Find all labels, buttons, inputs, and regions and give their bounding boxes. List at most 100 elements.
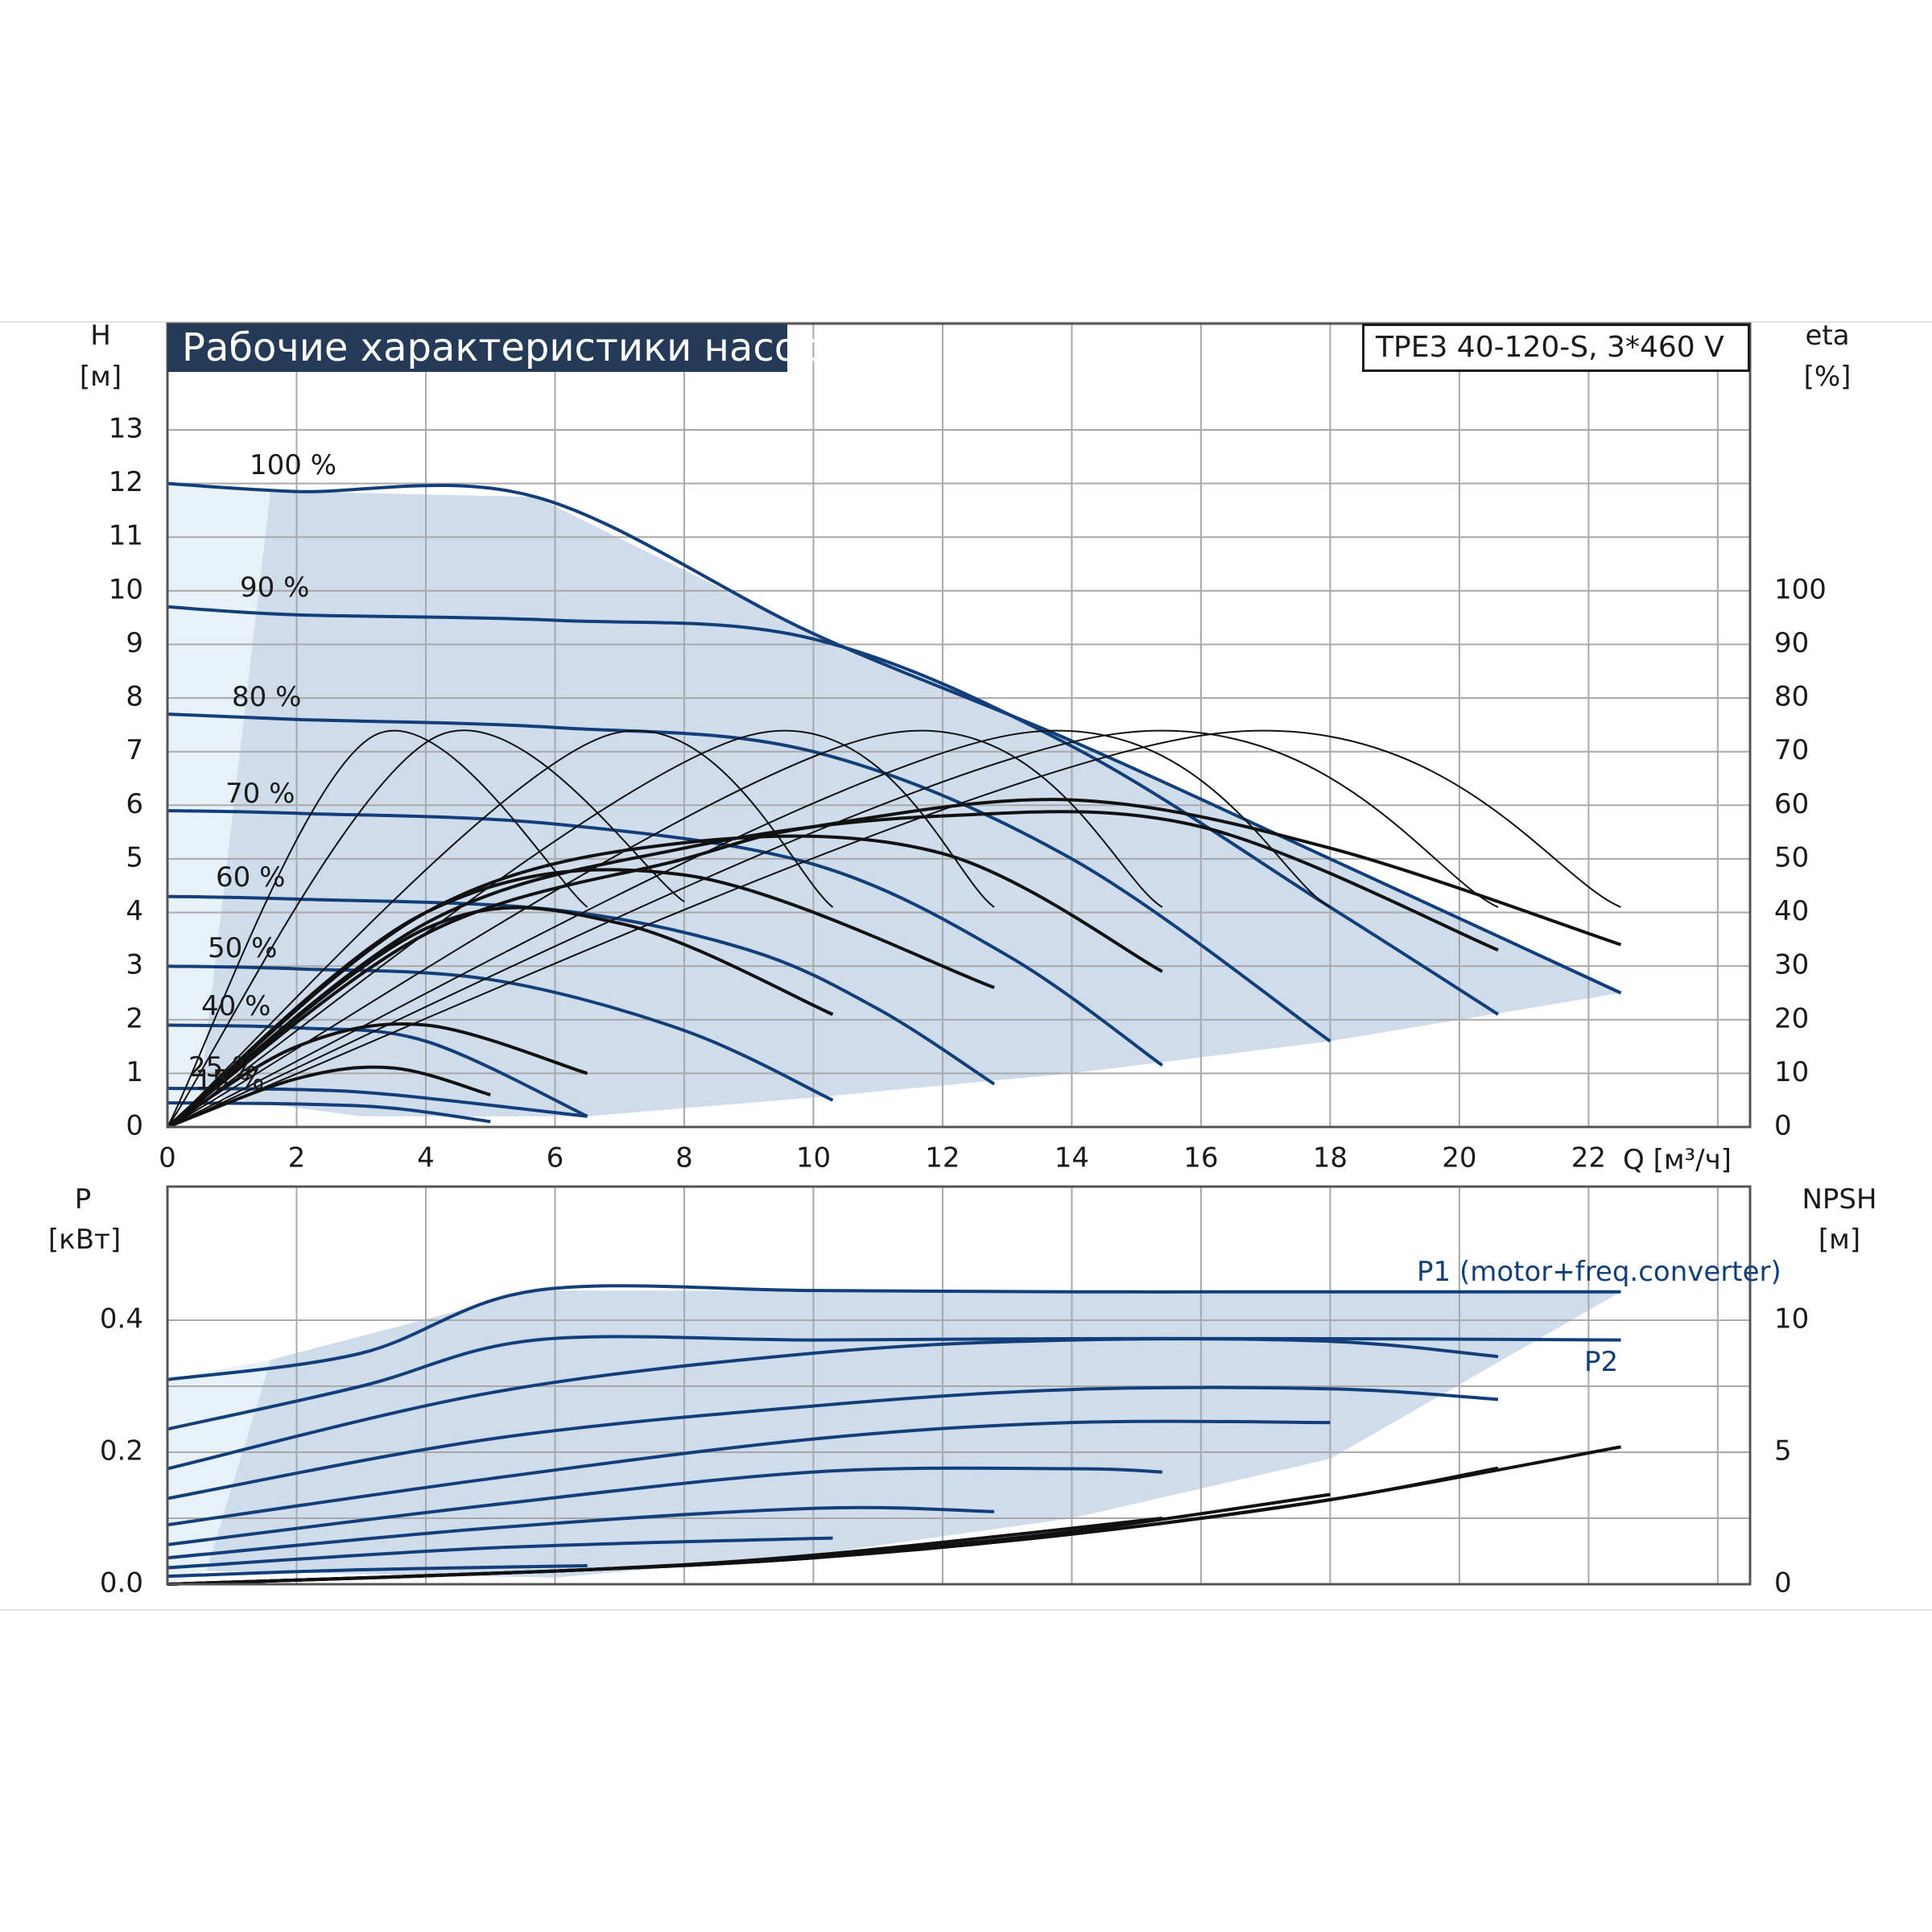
eta-axis-unit: [%] — [1803, 361, 1852, 393]
eta-tick-label: 90 — [1774, 627, 1809, 659]
bottom-rule — [0, 1609, 1932, 1611]
eta-tick-label: 0 — [1774, 1110, 1792, 1142]
eta-tick-label: 10 — [1774, 1056, 1809, 1088]
h-tick-label: 4 — [126, 895, 143, 927]
speed-label-40: 40 % — [201, 990, 271, 1022]
power-plot-frame — [166, 1185, 1752, 1586]
p-tick-label: 0.0 — [100, 1567, 143, 1600]
q-tick-label: 8 — [675, 1142, 693, 1174]
npsh-tick-label: 5 — [1774, 1435, 1792, 1468]
h-tick-label: 6 — [126, 788, 143, 820]
top-rule — [0, 321, 1932, 323]
head-plot-frame — [166, 322, 1752, 1129]
npsh-tick-label: 0 — [1774, 1567, 1792, 1600]
efficiency-max-curve — [167, 729, 1331, 1128]
speed-label-25: 25 % — [188, 1051, 258, 1084]
q-tick-label: 0 — [159, 1142, 176, 1174]
speed-label-70: 70 % — [225, 778, 295, 810]
head-curve-25 — [167, 1087, 588, 1118]
efficiency-curve — [167, 1065, 491, 1129]
head-curve-60 — [167, 894, 996, 1086]
q-tick-label: 12 — [925, 1142, 960, 1174]
h-tick-label: 13 — [109, 413, 143, 445]
speed-label-50: 50 % — [208, 932, 278, 964]
q-tick-label: 22 — [1571, 1142, 1606, 1174]
efficiency-max-curve — [167, 729, 1163, 1128]
eta-tick-label: 60 — [1774, 788, 1809, 820]
power-curve — [167, 1536, 833, 1570]
power-curve — [167, 1564, 588, 1579]
efficiency-curve — [166, 810, 1499, 1129]
q-tick-label: 2 — [288, 1142, 306, 1174]
q-tick-label: 14 — [1055, 1142, 1089, 1174]
efficiency-max-curve — [167, 729, 995, 1128]
eta-tick-label: 80 — [1774, 681, 1809, 713]
p1-series-label: P1 (motor+freq.converter) — [1417, 1256, 1781, 1288]
p1-curve — [167, 1284, 1621, 1381]
efficiency-max-curve — [167, 729, 1621, 1128]
eta-tick-label: 50 — [1774, 841, 1809, 873]
power-area-main — [206, 1290, 1621, 1578]
p2-curve — [167, 1335, 1621, 1431]
h-tick-label: 8 — [126, 681, 143, 713]
h-tick-label: 12 — [109, 466, 143, 498]
npsh-tick-label: 10 — [1774, 1303, 1809, 1335]
h-axis-label: H — [90, 320, 111, 352]
q-tick-label: 6 — [547, 1142, 564, 1174]
power-curve — [167, 1385, 1499, 1501]
q-tick-label: 10 — [796, 1142, 831, 1174]
speed-label-90: 90 % — [240, 572, 310, 604]
q-tick-label: 20 — [1442, 1142, 1476, 1174]
q-tick-label: 4 — [417, 1142, 435, 1174]
eta-tick-label: 20 — [1774, 1002, 1809, 1034]
power-curve — [167, 1466, 1162, 1546]
h-tick-label: 5 — [126, 841, 143, 873]
eta-axis-label: eta — [1805, 320, 1850, 352]
h-tick-label: 2 — [126, 1002, 143, 1034]
h-tick-label: 0 — [126, 1110, 143, 1142]
h-tick-label: 7 — [126, 734, 143, 766]
h-tick-label: 11 — [109, 520, 143, 552]
h-tick-label: 3 — [126, 949, 143, 981]
eta-tick-label: 70 — [1774, 734, 1809, 766]
p-tick-label: 0.2 — [100, 1435, 143, 1468]
plot-frames — [166, 322, 1752, 1586]
npsh-axis-label: NPSH — [1802, 1183, 1877, 1216]
tick-labels: 0 2 4 6 8 10 12 14 16 18 20 22012345678910111213010… — [100, 413, 1827, 1600]
head-curve-50 — [167, 964, 834, 1102]
p-tick-label: 0.4 — [100, 1303, 143, 1335]
h-tick-label: 9 — [126, 627, 143, 659]
q-tick-label: 18 — [1313, 1142, 1348, 1174]
npsh-axis-unit: [м] — [1818, 1224, 1861, 1256]
head-area-main — [200, 489, 1621, 1117]
efficiency-max-curve — [167, 729, 1499, 1128]
power-curve — [167, 1419, 1331, 1527]
speed-label-100: 100 % — [250, 449, 337, 481]
efficiency-curve — [166, 906, 834, 1129]
h-axis-unit: [м] — [79, 361, 122, 393]
efficiency-curve — [166, 1022, 588, 1129]
p-axis-label: P — [74, 1183, 92, 1216]
speed-label-15: 15 % — [195, 1064, 265, 1096]
h-tick-label: 1 — [126, 1056, 143, 1088]
head-grid — [167, 324, 1750, 1127]
speed-label-60: 60 % — [216, 861, 286, 894]
efficiency-curve — [166, 834, 1163, 1129]
efficiency-curve — [166, 868, 995, 1129]
h-tick-label: 10 — [109, 573, 143, 605]
q-axis-label: Q [м³/ч] — [1623, 1144, 1732, 1176]
power-curve — [167, 1505, 995, 1560]
q-tick-label: 16 — [1183, 1142, 1218, 1174]
p-axis-unit: [кВт] — [47, 1224, 122, 1256]
pump-model-label: TPE3 40-120-S, 3*460 V — [1362, 324, 1750, 372]
npsh-curve — [167, 1517, 1163, 1586]
eta-tick-label: 100 — [1774, 573, 1827, 605]
speed-label-80: 80 % — [232, 681, 302, 713]
efficiency-max-curve — [167, 729, 588, 1128]
npsh-curves — [167, 1445, 1621, 1586]
p2-series-label: P2 — [1584, 1346, 1619, 1378]
eta-tick-label: 30 — [1774, 949, 1809, 981]
efficiency-curves — [166, 729, 1622, 1129]
power-operating-area — [167, 1290, 1621, 1584]
